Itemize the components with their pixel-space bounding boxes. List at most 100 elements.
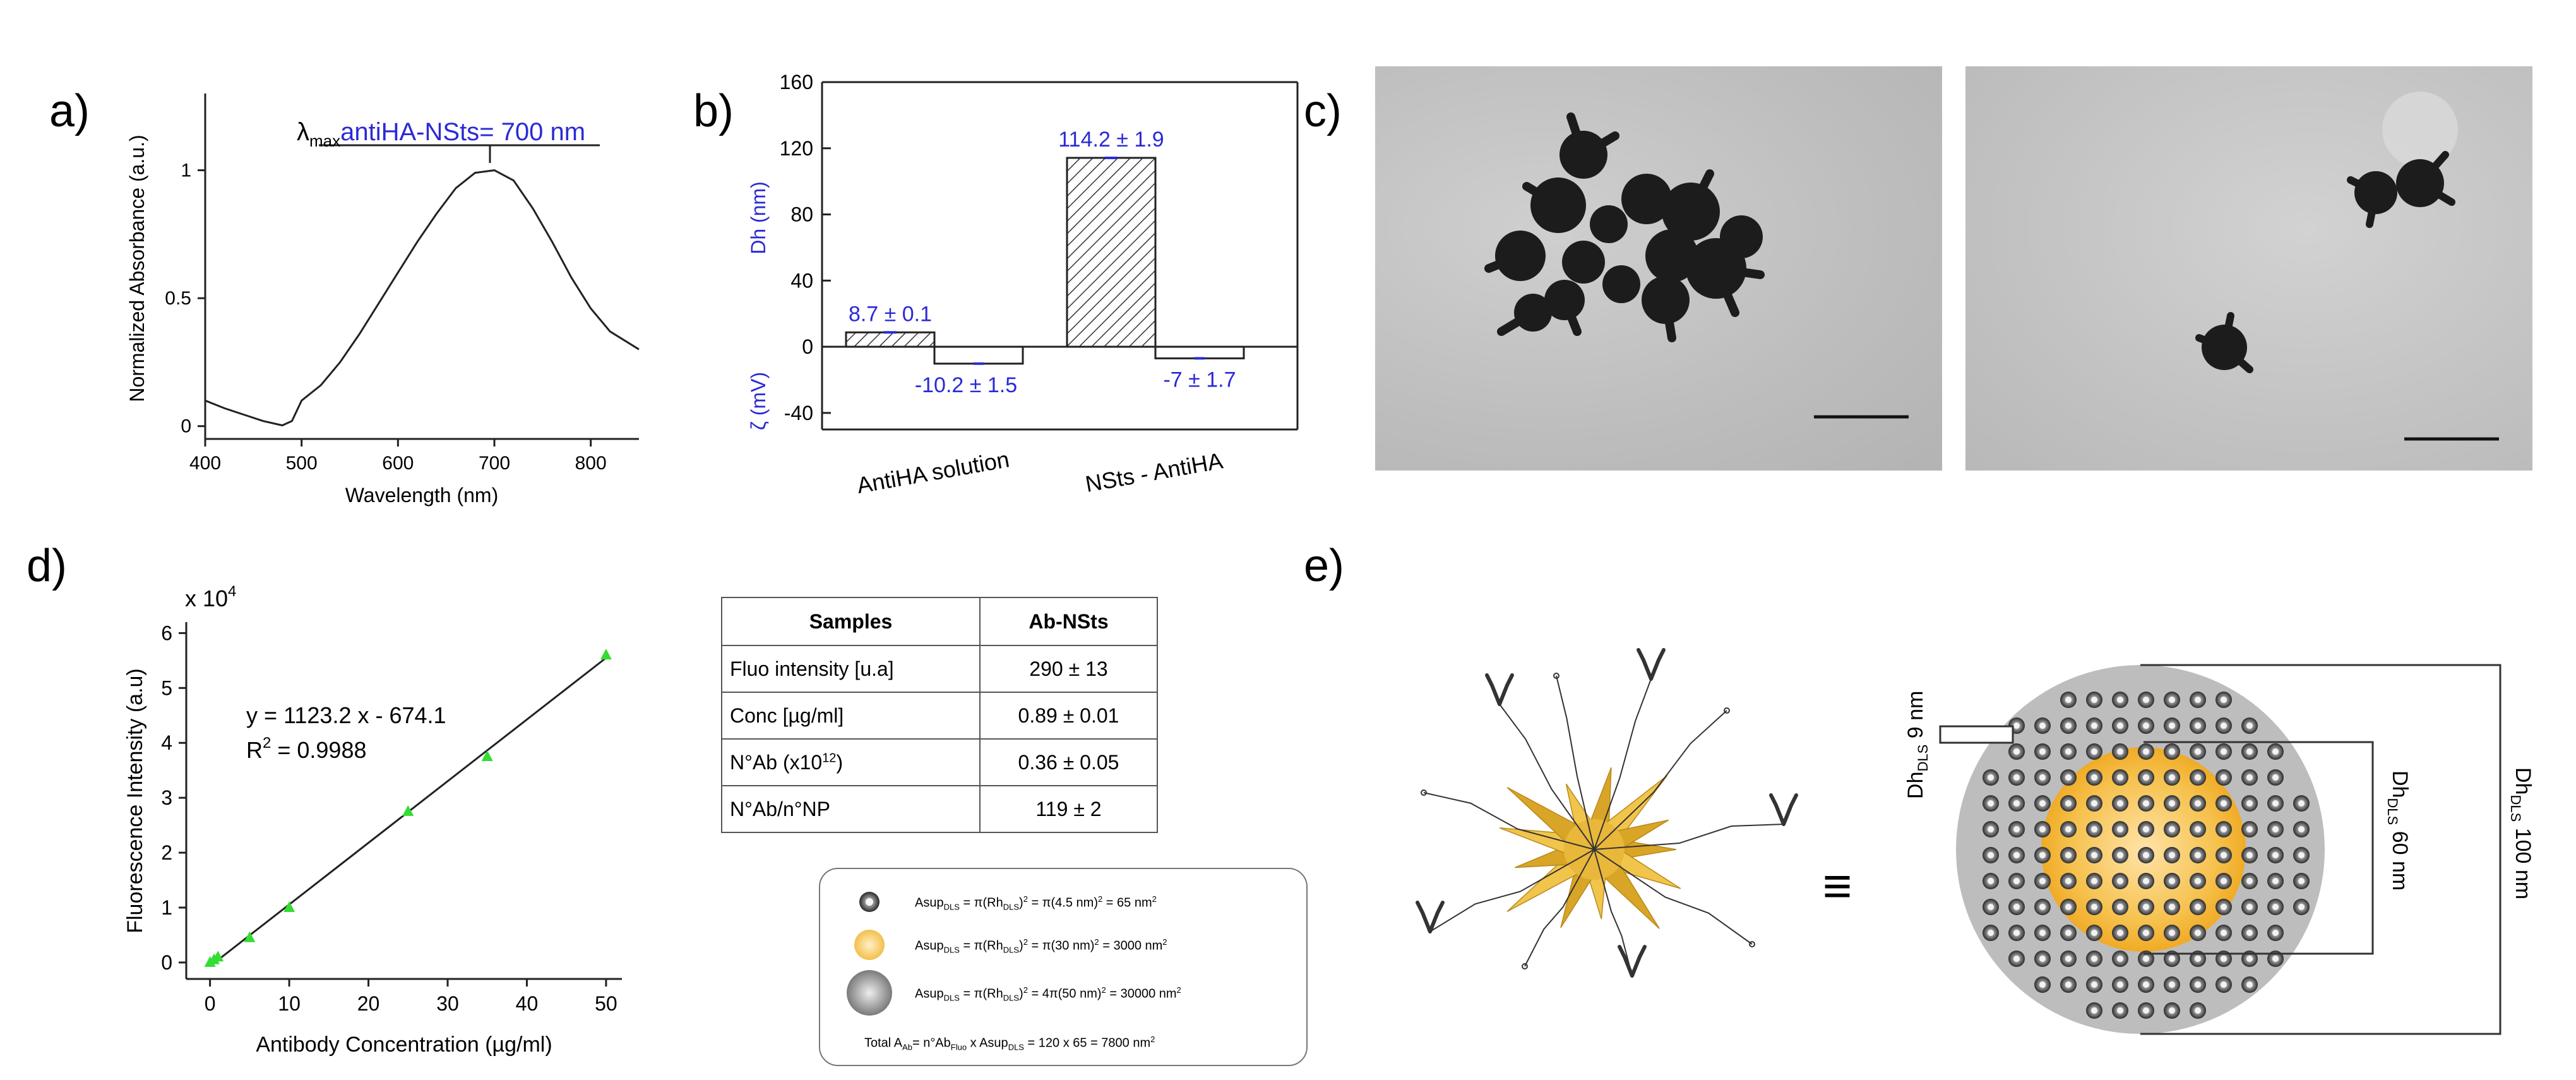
antibody-dot-center	[2143, 852, 2149, 858]
fit-r2: R2 = 0.9988	[246, 735, 367, 763]
tem-right-particles	[2195, 92, 2499, 441]
table-row: Conc [µg/ml] 0.89 ± 0.01	[721, 692, 1158, 740]
antibody-icon	[1637, 648, 1666, 681]
antibody-dot-center	[2013, 878, 2020, 884]
antibody-dot-center	[2143, 878, 2149, 884]
antibody-dot-center	[2143, 774, 2149, 781]
panel-label-d: d)	[27, 541, 67, 591]
legend-shell-disk	[847, 970, 892, 1016]
antibody-dot-center	[2091, 1007, 2097, 1014]
antibody-icon	[1618, 945, 1647, 978]
antibody-icon	[1769, 793, 1798, 826]
antibody-dot-center	[1988, 878, 1994, 884]
tem-image-left	[1375, 66, 1942, 471]
antibody-dot-center	[2272, 852, 2279, 858]
legend-total: Total AAb= n°AbFluo x AsupDLS = 120 x 65…	[864, 1035, 1155, 1052]
antibody-dot-center	[2143, 748, 2149, 755]
antibody-dot-center	[2065, 981, 2072, 988]
antibody-dot-center	[2143, 930, 2149, 936]
dh-value-label: 114.2 ± 1.9	[1058, 128, 1164, 152]
antibody-dot-center	[2298, 904, 2305, 910]
antibody-dot-center	[2117, 697, 2123, 703]
antibody-dot-center	[2195, 697, 2201, 703]
calibration-chart: 0 10 20 30 40 50 0 1 2 3 4 5 6 x 104 y = 1123.2 x - …	[123, 583, 622, 1057]
d-y-tick-label: 6	[161, 621, 172, 644]
antibody-dot-center	[2065, 826, 2072, 832]
table-cell: 0.36 ± 0.05	[979, 738, 1158, 786]
table-row: N°Ab (x1012) 0.36 ± 0.05	[721, 738, 1158, 786]
a-x-tick-label: 500	[286, 453, 318, 474]
dim-large-bracket	[2140, 664, 2501, 1035]
panel-label-a: a)	[49, 86, 90, 136]
table-cell: Conc [µg/ml]	[721, 692, 981, 740]
antibody-dot-center	[2246, 956, 2253, 962]
antibody-dot-center	[2091, 774, 2097, 781]
data-point	[600, 649, 612, 660]
antibody-dot-center	[2246, 748, 2253, 755]
antibody-dot-center	[2091, 748, 2097, 755]
peg-ligand	[1423, 792, 1595, 850]
antibody-dot-center	[2246, 930, 2253, 936]
lambda-max-annotation: λmaxantiHA-NSts= 700 nm	[297, 118, 585, 150]
antibody-dot-center	[2195, 774, 2201, 781]
antibody-dot-center	[2272, 904, 2279, 910]
dim-small-label: DhDLS 9 nm	[1904, 691, 1931, 799]
b-y-tick-label: 0	[802, 335, 813, 358]
antibody-dot-center	[2272, 930, 2279, 936]
b-category-label: AntiHA solution	[855, 446, 1011, 498]
antibody-dot-center	[2169, 981, 2175, 988]
a-x-tick-label: 800	[575, 453, 607, 474]
data-point	[244, 931, 256, 942]
zeta-value-label: -10.2 ± 1.5	[915, 373, 1017, 397]
table-cell: N°Ab (x1012)	[721, 738, 981, 786]
antibody-dot-center	[2298, 800, 2305, 807]
d-multiplier: x 104	[185, 583, 236, 611]
d-x-tick-label: 30	[436, 992, 459, 1015]
antibody-dot-center	[2169, 878, 2175, 884]
antibody-dot-center	[2195, 878, 2201, 884]
antibody-dot-center	[2221, 930, 2227, 936]
antibody-dot-center	[2065, 930, 2072, 936]
samples-table: Samples Ab-NSts Fluo intensity [u.a] 290…	[721, 597, 1158, 833]
dim-small-box	[1939, 725, 2014, 744]
antibody-dot-center	[2013, 723, 2020, 729]
peg-ligand	[1499, 704, 1595, 850]
absorbance-chart: 400 500 600 700 800 0 0.5 1 λmaxantiHA-NSts= 70…	[126, 93, 640, 507]
legend-row: AsupDLS = π(RhDLS)2 = π(30 nm)2 = 3000 n…	[915, 937, 1167, 955]
table-cell: 119 ± 2	[979, 785, 1158, 833]
antibody-dot-center	[2143, 826, 2149, 832]
d-y-tick-label: 1	[161, 896, 172, 919]
antibody-dot-center	[2117, 1007, 2123, 1014]
table-row: Fluo intensity [u.a] 290 ± 13	[721, 645, 1158, 693]
antibody-dot-center	[2195, 981, 2201, 988]
table-cell: 0.89 ± 0.01	[979, 692, 1158, 740]
d-x-tick-label: 20	[357, 992, 380, 1015]
antibody-dot-center	[2169, 723, 2175, 729]
antibody-dot-center	[2065, 697, 2072, 703]
antibody-dot-center	[2195, 852, 2201, 858]
peg-ligand	[1524, 849, 1595, 967]
dh-bar	[845, 331, 936, 348]
table-cell: Fluo intensity [u.a]	[721, 645, 981, 693]
b-y-tick-label: 40	[790, 269, 813, 292]
antibody-dot-center	[2117, 852, 2123, 858]
antibody-dot-center	[2039, 852, 2046, 858]
b-y-tick-label: -40	[784, 402, 813, 424]
antibody-dot-center	[2195, 748, 2201, 755]
zeta-bar	[1154, 345, 1245, 359]
table-header: Ab-NSts	[979, 597, 1158, 646]
antibody-dot-center	[2091, 826, 2097, 832]
antibody-dot-center	[2195, 1007, 2201, 1014]
antibody-dot-center	[2065, 723, 2072, 729]
antibody-dot-center	[2117, 826, 2123, 832]
antibody-dot-center	[2272, 826, 2279, 832]
peg-ligand	[1429, 849, 1595, 932]
antibody-dot-center	[2298, 852, 2305, 858]
antibody-dot-center	[2039, 956, 2046, 962]
a-y-tick-label: 1	[181, 160, 191, 181]
antibody-dot-center	[2039, 774, 2046, 781]
peg-ligand	[1594, 849, 1633, 976]
antibody-dot-center	[2039, 878, 2046, 884]
antibody-dot-center	[2195, 956, 2201, 962]
antibody-dot-center	[2117, 723, 2123, 729]
